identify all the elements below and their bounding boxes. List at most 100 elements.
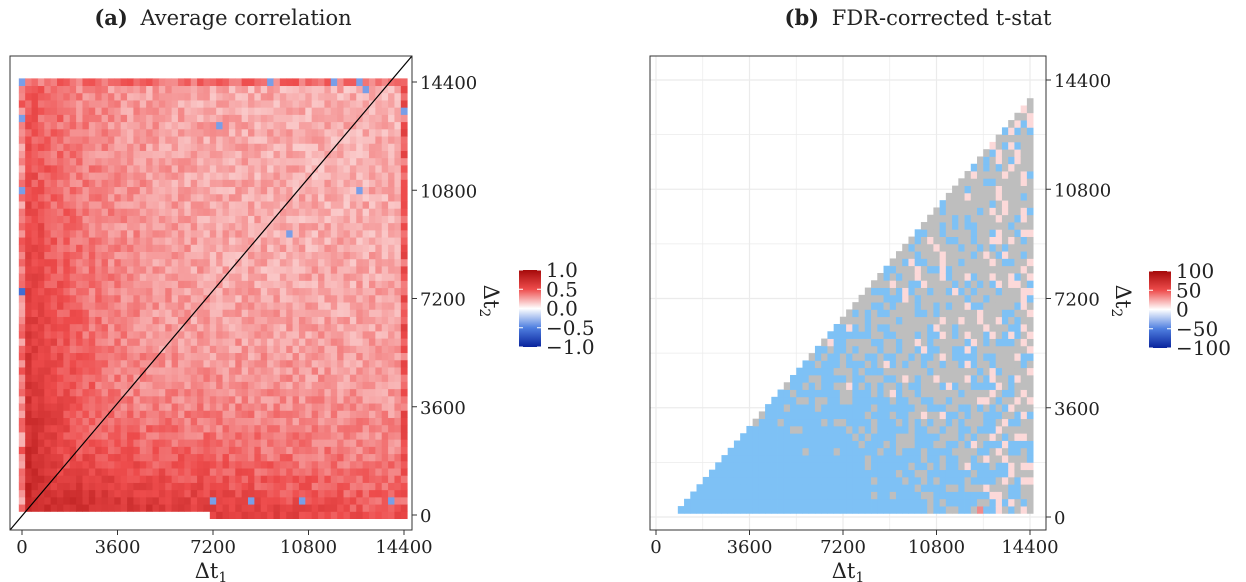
heatmap-cell bbox=[734, 506, 741, 514]
heatmap-cell bbox=[32, 107, 39, 115]
heatmap-cell bbox=[114, 259, 121, 267]
heatmap-cell bbox=[952, 288, 959, 296]
heatmap-cell bbox=[394, 396, 401, 404]
heatmap-cell bbox=[952, 309, 959, 317]
heatmap-cell bbox=[859, 411, 866, 419]
heatmap-cell bbox=[840, 433, 847, 441]
heatmap-cell bbox=[965, 266, 972, 274]
heatmap-cell bbox=[248, 252, 255, 260]
heatmap-cell bbox=[375, 396, 382, 404]
heatmap-cell bbox=[44, 114, 51, 122]
heatmap-cell bbox=[344, 324, 351, 332]
heatmap-cell bbox=[267, 78, 274, 86]
heatmap-cell bbox=[401, 360, 408, 368]
heatmap-cell bbox=[305, 280, 312, 288]
heatmap-cell bbox=[382, 331, 389, 339]
heatmap-cell bbox=[821, 426, 828, 434]
heatmap-cell bbox=[19, 302, 26, 310]
x-axis-label-a: Δt1 bbox=[195, 559, 228, 582]
heatmap-cell bbox=[172, 223, 179, 231]
heatmap-cell bbox=[958, 266, 965, 274]
heatmap-cell bbox=[350, 345, 357, 353]
heatmap-cell bbox=[971, 477, 978, 485]
heatmap-cell bbox=[902, 244, 909, 252]
heatmap-cell bbox=[318, 129, 325, 137]
heatmap-cell bbox=[223, 179, 230, 187]
heatmap-cell bbox=[337, 288, 344, 296]
heatmap-cell bbox=[261, 454, 268, 462]
heatmap-cell bbox=[210, 129, 217, 137]
heatmap-cell bbox=[350, 439, 357, 447]
heatmap-cell bbox=[178, 143, 185, 151]
heatmap-cell bbox=[356, 403, 363, 411]
heatmap-cell bbox=[159, 187, 166, 195]
heatmap-cell bbox=[877, 462, 884, 470]
heatmap-cell bbox=[375, 381, 382, 389]
heatmap-cell bbox=[51, 114, 58, 122]
heatmap-cell bbox=[159, 273, 166, 281]
heatmap-cell bbox=[971, 288, 978, 296]
heatmap-cell bbox=[958, 237, 965, 245]
heatmap-cell bbox=[273, 490, 280, 498]
heatmap-cell bbox=[299, 288, 306, 296]
heatmap-cell bbox=[921, 302, 928, 310]
heatmap-cell bbox=[127, 396, 134, 404]
heatmap-cell bbox=[32, 93, 39, 101]
heatmap-cell bbox=[261, 497, 268, 505]
heatmap-cell bbox=[312, 259, 319, 267]
heatmap-cell bbox=[229, 208, 236, 216]
heatmap-cell bbox=[331, 418, 338, 426]
heatmap-cell bbox=[184, 151, 191, 159]
heatmap-cell bbox=[369, 425, 376, 433]
heatmap-cell bbox=[133, 114, 140, 122]
heatmap-cell bbox=[191, 280, 198, 288]
heatmap-cell bbox=[318, 259, 325, 267]
heatmap-cell bbox=[57, 78, 64, 86]
heatmap-cell bbox=[197, 432, 204, 440]
heatmap-cell bbox=[223, 187, 230, 195]
heatmap-cell bbox=[216, 100, 223, 108]
heatmap-cell bbox=[344, 410, 351, 418]
heatmap-cell bbox=[401, 374, 408, 382]
heatmap-cell bbox=[197, 309, 204, 317]
heatmap-cell bbox=[790, 411, 797, 419]
heatmap-cell bbox=[369, 237, 376, 245]
heatmap-cell bbox=[337, 230, 344, 238]
heatmap-cell bbox=[280, 367, 287, 375]
heatmap-cell bbox=[896, 360, 903, 368]
heatmap-cell bbox=[267, 389, 274, 397]
heatmap-cell bbox=[902, 302, 909, 310]
heatmap-cell bbox=[977, 441, 984, 449]
heatmap-cell bbox=[394, 432, 401, 440]
heatmap-cell bbox=[921, 433, 928, 441]
heatmap-cell bbox=[933, 404, 940, 412]
heatmap-cell bbox=[802, 484, 809, 492]
heatmap-cell bbox=[871, 339, 878, 347]
heatmap-cell bbox=[140, 179, 147, 187]
heatmap-cell bbox=[388, 288, 395, 296]
heatmap-cell bbox=[261, 309, 268, 317]
heatmap-cell bbox=[286, 468, 293, 476]
heatmap-cell bbox=[983, 324, 990, 332]
heatmap-cell bbox=[89, 223, 96, 231]
heatmap-cell bbox=[827, 382, 834, 390]
heatmap-cell bbox=[846, 506, 853, 514]
heatmap-cell bbox=[280, 338, 287, 346]
heatmap-cell bbox=[82, 367, 89, 375]
heatmap-cell bbox=[375, 143, 382, 151]
heatmap-cell bbox=[790, 477, 797, 485]
heatmap-cell bbox=[846, 419, 853, 427]
heatmap-cell bbox=[884, 419, 891, 427]
heatmap-cell bbox=[165, 324, 172, 332]
heatmap-cell bbox=[114, 454, 121, 462]
heatmap-cell bbox=[267, 86, 274, 94]
heatmap-cell bbox=[388, 244, 395, 252]
heatmap-cell bbox=[242, 454, 249, 462]
heatmap-cell bbox=[223, 302, 230, 310]
heatmap-cell bbox=[133, 483, 140, 491]
heatmap-cell bbox=[159, 136, 166, 144]
heatmap-cell bbox=[382, 309, 389, 317]
heatmap-cell bbox=[235, 410, 242, 418]
heatmap-cell bbox=[191, 187, 198, 195]
heatmap-cell bbox=[95, 136, 102, 144]
